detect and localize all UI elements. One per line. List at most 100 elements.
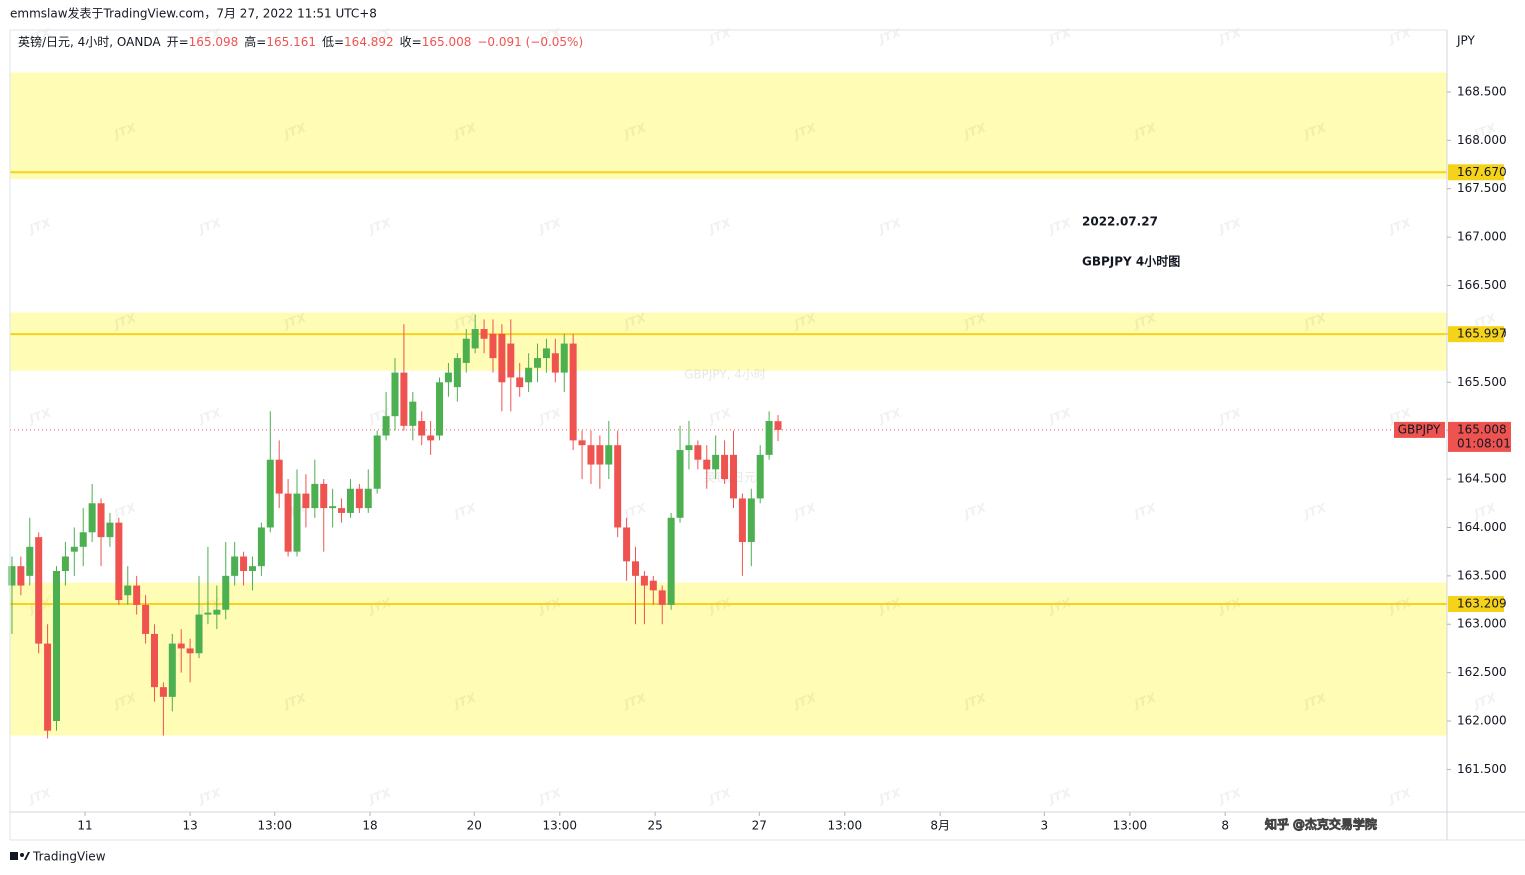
candle-body: [418, 421, 426, 436]
candle-body: [400, 372, 408, 426]
candle-body: [391, 372, 399, 417]
annotation: GBPJPY 4小时图: [1082, 254, 1180, 269]
candle-body: [364, 488, 372, 509]
candle-body: [489, 333, 497, 359]
candle-body: [765, 421, 773, 455]
candle-body: [355, 488, 363, 509]
x-tick-label: 13:00: [828, 819, 863, 833]
candle-body: [133, 585, 141, 605]
candle-body: [97, 503, 105, 538]
annotation: 2022.07.27: [1082, 215, 1158, 229]
candle-body: [774, 421, 782, 430]
zone: [10, 582, 1447, 736]
candle-body: [70, 546, 78, 552]
candle-body: [614, 445, 622, 528]
candle-body: [409, 401, 417, 426]
header: emmslaw发表于TradingView.com，7月 27, 2022 11…: [10, 6, 377, 21]
candle-body: [685, 445, 693, 451]
price-label: 165.008: [1457, 422, 1507, 436]
candle-body: [346, 488, 354, 513]
candle-body: [551, 353, 559, 373]
candle-body: [338, 508, 346, 513]
candle-body: [124, 585, 132, 596]
candle-body: [231, 556, 239, 576]
candle-body: [694, 445, 702, 460]
candle-body: [721, 454, 729, 480]
y-tick-label: 163.000: [1457, 617, 1507, 631]
candle-body: [44, 643, 52, 731]
candle-body: [738, 498, 746, 542]
candle-body: [88, 503, 96, 533]
currency: JPY: [1456, 34, 1476, 48]
x-tick-label: 20: [467, 819, 482, 833]
candle-body: [26, 546, 34, 576]
ohlc-value: 165.008: [422, 35, 472, 49]
y-tick-label: 164.500: [1457, 472, 1507, 486]
candle-body: [204, 612, 212, 615]
candle-body: [302, 493, 310, 509]
price-tag: [1448, 421, 1511, 452]
candle-body: [311, 483, 319, 509]
countdown: 01:08:01: [1457, 436, 1511, 450]
candle-body: [729, 454, 737, 499]
x-tick-label: 13:00: [257, 819, 292, 833]
y-tick-label: 163.500: [1457, 568, 1507, 582]
candle-body: [177, 643, 185, 649]
y-tick-label: 168.000: [1457, 133, 1507, 147]
candle-body: [106, 522, 114, 538]
candle-body: [596, 445, 604, 465]
candle-body: [471, 329, 479, 349]
x-tick-label: 13: [182, 819, 197, 833]
x-tick-label: 27: [752, 819, 767, 833]
candle-body: [507, 343, 515, 378]
candle-body: [578, 440, 586, 446]
ohlc-label: 低=: [322, 35, 344, 49]
candle-body: [17, 566, 25, 586]
y-tick-label: 167.000: [1457, 230, 1507, 244]
candle-body: [168, 643, 176, 697]
ohlc-label: 收=: [400, 35, 422, 49]
x-tick-label: 13:00: [1113, 819, 1148, 833]
y-tick-label: 168.500: [1457, 84, 1507, 98]
candle-body: [382, 416, 390, 436]
candle-body: [248, 566, 256, 572]
candle-body: [444, 372, 452, 383]
candle-body: [436, 382, 444, 436]
symbol-label: GBPJPY: [1398, 422, 1441, 436]
y-tick-label: 161.500: [1457, 762, 1507, 776]
candle-body: [8, 566, 16, 586]
y-tick-label: 167.500: [1457, 181, 1507, 195]
x-tick-label: 18: [362, 819, 377, 833]
candle-body: [667, 517, 675, 605]
symbol: 英镑/日元, 4小时, OANDA: [18, 34, 161, 49]
ohlc-value: 164.892: [344, 35, 394, 49]
ohlc-value: 165.098: [189, 35, 239, 49]
ohlc-value: 165.161: [266, 35, 316, 49]
y-tick-label: 162.000: [1457, 714, 1507, 728]
x-tick-label: 3: [1041, 819, 1049, 833]
candle-body: [525, 367, 533, 383]
candle-body: [703, 459, 711, 470]
candle-body: [329, 506, 337, 509]
candle-body: [213, 609, 221, 615]
candle-body: [542, 348, 550, 359]
candle-body: [266, 459, 274, 528]
candle-body: [257, 527, 265, 567]
legend: 英镑/日元, 4小时, OANDA 开=165.098 高=165.161 低=164…: [18, 34, 583, 49]
symbol-tag: [1394, 421, 1445, 438]
watermark: GBPJPY, 4小时: [684, 368, 766, 382]
candle-body: [195, 614, 203, 654]
ohlc-label: 高=: [244, 34, 266, 49]
change: −0.091 (−0.05%): [477, 35, 583, 49]
level-label: 167.670: [1457, 165, 1507, 179]
candle-body: [587, 445, 595, 465]
candle-body: [480, 329, 488, 339]
candle-body: [275, 459, 283, 494]
candle-body: [498, 333, 506, 383]
candle-body: [747, 498, 755, 542]
candle-body: [150, 633, 158, 688]
level-tag: [1448, 596, 1504, 613]
candle-body: [35, 537, 43, 644]
candle-body: [462, 338, 470, 363]
candle-body: [712, 454, 720, 470]
